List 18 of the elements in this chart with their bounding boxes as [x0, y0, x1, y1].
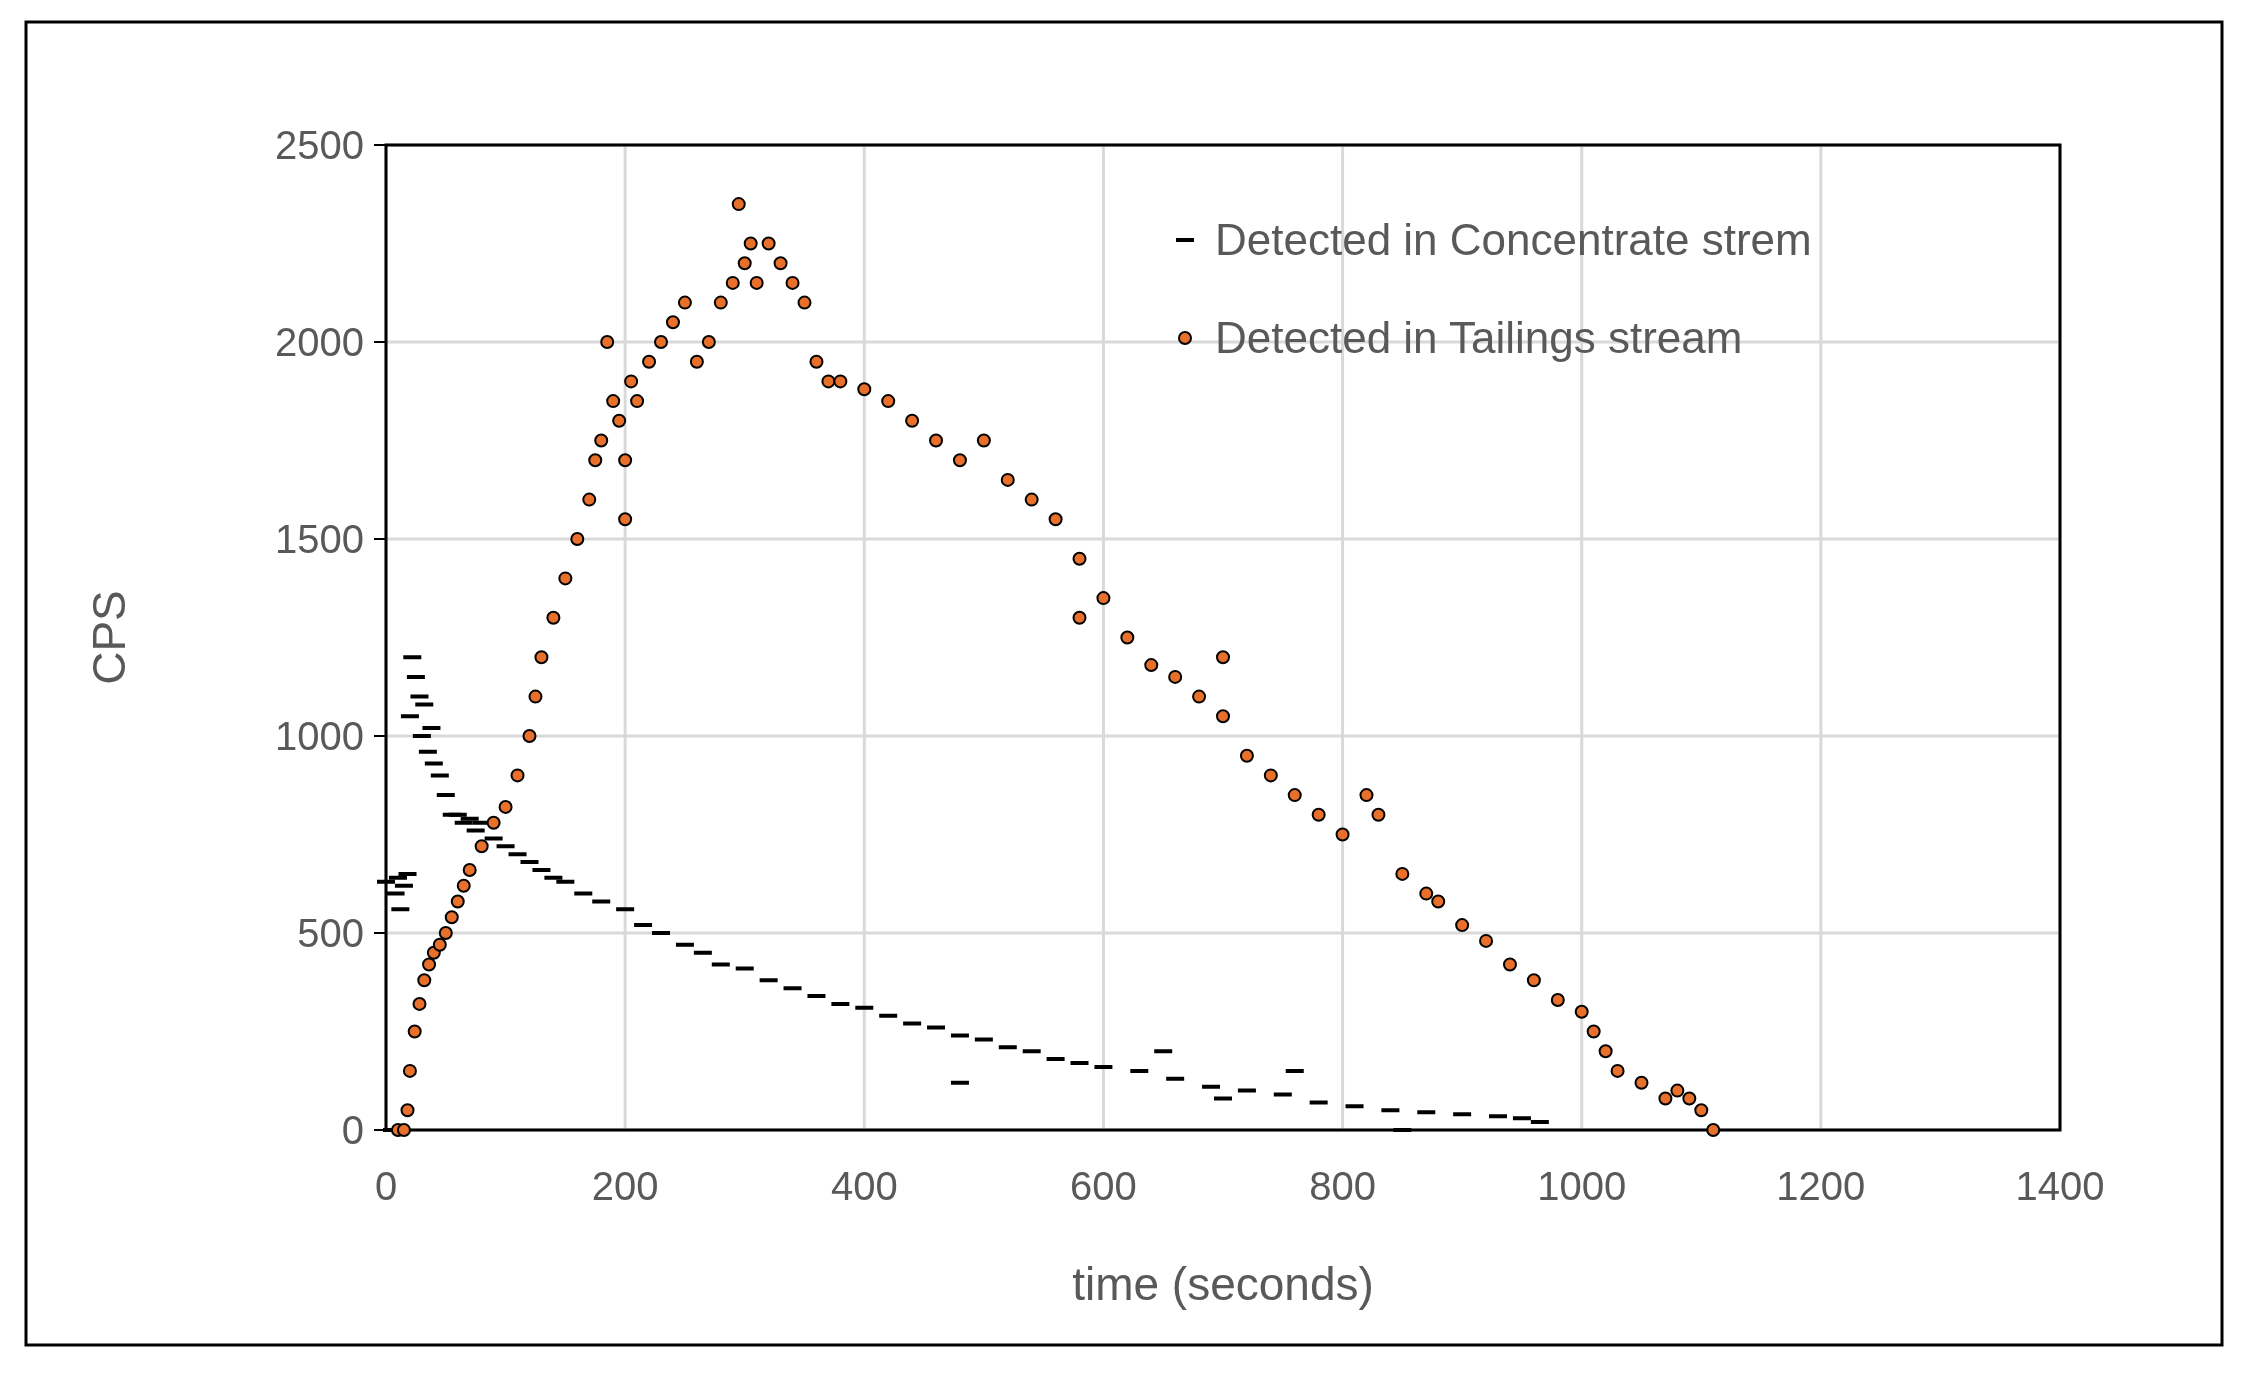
- x-tick-label: 0: [374, 1164, 398, 1208]
- y-tick-label: 500: [297, 911, 364, 955]
- x-axis-title: time (seconds): [1072, 1258, 1374, 1310]
- y-tick-label: 1500: [275, 517, 364, 561]
- x-tick-label: 200: [591, 1164, 659, 1208]
- y-tick-label: 2500: [275, 123, 364, 167]
- x-tick-label: 1400: [2015, 1164, 2105, 1208]
- x-tick-label: 1000: [1537, 1164, 1627, 1208]
- y-tick-label: 2000: [275, 320, 364, 364]
- y-tick-label: 1000: [275, 714, 364, 758]
- x-tick-label: 1200: [1776, 1164, 1866, 1208]
- x-tick-label: 800: [1309, 1164, 1376, 1208]
- x-tick-label: 600: [1070, 1164, 1137, 1208]
- y-axis-title: CPS: [83, 590, 135, 685]
- legend-label: Detected in Tailings stream: [1215, 313, 1743, 363]
- x-tick-label: 400: [830, 1164, 898, 1208]
- legend-label: Detected in Concentrate strem: [1215, 215, 1812, 265]
- y-tick-label: 0: [341, 1108, 364, 1152]
